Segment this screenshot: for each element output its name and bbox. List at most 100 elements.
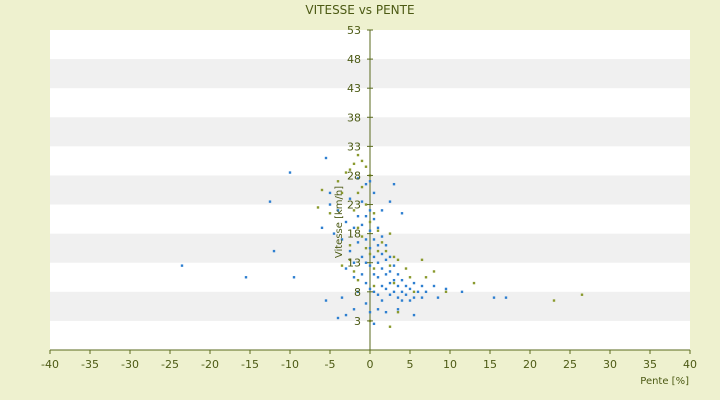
data-point-s1 (400, 278, 404, 282)
data-point-s1 (336, 316, 340, 320)
data-point-s1 (384, 258, 388, 262)
data-point-s2 (396, 310, 400, 314)
data-point-s1 (344, 313, 348, 317)
data-point-s2 (380, 241, 384, 244)
data-point-s1 (328, 203, 332, 206)
data-point-s1 (412, 281, 416, 285)
data-point-s1 (364, 261, 368, 264)
data-point-s1 (376, 308, 380, 311)
data-point-s1 (420, 296, 424, 299)
data-point-s1 (376, 261, 380, 264)
y-tick-label: 8 (354, 286, 361, 299)
data-point-s2 (364, 203, 368, 206)
data-point-s1 (372, 322, 376, 326)
data-point-s2 (356, 191, 360, 195)
x-tick-label: 25 (563, 358, 577, 371)
x-tick-label: 30 (603, 358, 617, 371)
y-tick-label: 28 (347, 169, 361, 182)
data-point-s1 (392, 264, 396, 267)
data-point-s1 (356, 177, 360, 180)
data-point-s1 (400, 290, 404, 294)
data-point-s1 (376, 244, 380, 247)
data-point-s2 (356, 226, 360, 230)
y-tick-label: 18 (347, 228, 361, 241)
data-point-s1 (392, 182, 396, 186)
data-point-s1 (372, 273, 376, 276)
data-point-s2 (320, 188, 324, 192)
data-point-s1 (412, 313, 416, 317)
data-point-s1 (356, 214, 360, 218)
x-tick-label: 35 (643, 358, 657, 371)
data-point-s2 (384, 249, 388, 253)
data-point-s2 (368, 220, 372, 224)
data-point-s2 (392, 281, 396, 285)
data-point-s1 (340, 296, 344, 299)
data-point-s2 (372, 212, 376, 215)
data-point-s1 (272, 249, 276, 253)
data-point-s1 (380, 284, 384, 288)
data-point-s2 (360, 185, 364, 189)
data-point-s1 (416, 290, 420, 294)
data-point-s2 (580, 293, 584, 296)
data-point-s1 (408, 287, 412, 291)
data-point-s1 (324, 156, 328, 160)
data-point-s2 (316, 206, 320, 209)
data-point-s1 (356, 241, 360, 244)
x-tick-label: 40 (683, 358, 697, 371)
data-point-s1 (324, 299, 328, 302)
data-point-s1 (388, 281, 392, 285)
data-point-s1 (380, 299, 384, 302)
data-point-s1 (368, 180, 372, 183)
data-point-s1 (348, 249, 352, 253)
y-axis-label: Vitesse [km/h] (334, 186, 345, 258)
data-point-s1 (360, 273, 364, 276)
data-point-s1 (372, 238, 376, 241)
x-tick-label: 5 (407, 358, 414, 371)
data-point-s2 (352, 209, 356, 212)
data-point-s1 (400, 212, 404, 215)
data-point-s1 (384, 310, 388, 314)
data-point-s1 (432, 284, 436, 288)
data-point-s1 (376, 226, 380, 230)
data-point-s1 (352, 308, 356, 311)
data-point-s1 (372, 290, 376, 294)
data-point-s1 (396, 284, 400, 288)
y-tick-label: 38 (347, 111, 361, 124)
x-tick-labels: -40 -35 -30 -25 -20 -15 -10 -5 0 5 10 15 20 25 30 35 40 (41, 350, 697, 371)
data-point-s2 (396, 258, 400, 262)
data-point-s1 (376, 276, 380, 279)
data-point-s1 (372, 191, 376, 195)
data-point-s1 (292, 276, 296, 279)
data-point-s1 (392, 278, 396, 282)
x-tick-label: 15 (483, 358, 497, 371)
data-point-s1 (344, 220, 348, 224)
data-point-s1 (344, 267, 348, 270)
y-tick-label: 3 (354, 315, 361, 328)
data-point-s1 (364, 302, 368, 305)
data-point-s1 (244, 276, 248, 279)
data-point-s1 (388, 255, 392, 259)
data-point-s2 (340, 264, 344, 267)
data-point-s1 (404, 284, 408, 288)
data-point-s2 (388, 232, 392, 235)
data-point-s2 (360, 235, 364, 238)
chart-title: VITESSE vs PENTE (305, 3, 414, 17)
data-point-s1 (368, 310, 372, 314)
y-tick-label: 48 (347, 53, 361, 66)
data-point-s1 (424, 290, 428, 294)
data-point-s2 (336, 180, 340, 183)
data-point-s2 (376, 229, 380, 232)
data-point-s1 (364, 238, 368, 241)
data-point-s1 (352, 261, 356, 264)
y-tick-label: 23 (347, 199, 361, 212)
data-point-s1 (392, 290, 396, 294)
y-tick-label: 43 (347, 82, 361, 95)
data-point-s1 (396, 308, 400, 311)
y-tick-label: 13 (347, 257, 361, 270)
data-point-s1 (412, 296, 416, 299)
data-point-s2 (412, 290, 416, 294)
data-point-s1 (368, 229, 372, 232)
data-point-s1 (388, 293, 392, 296)
